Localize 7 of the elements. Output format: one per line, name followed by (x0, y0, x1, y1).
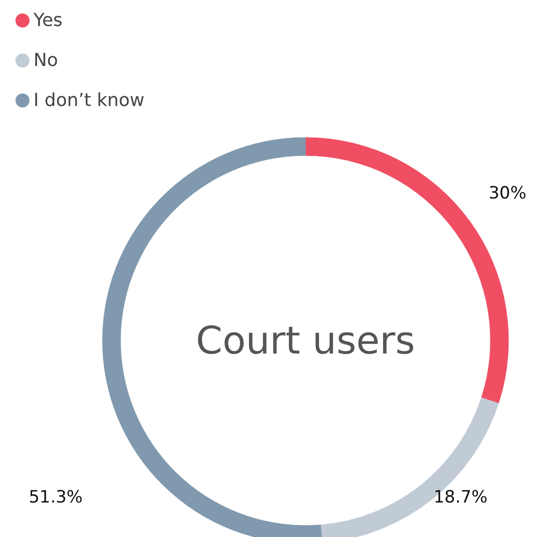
text: Court users (196, 318, 416, 362)
legend-label: Yes (32, 10, 63, 31)
data-label: 51.3% (28, 488, 83, 508)
legend-label: I don’t know (34, 90, 144, 111)
data-label: 18.7% (434, 488, 488, 508)
data-label: 30% (488, 184, 526, 204)
legend-label: No (34, 50, 58, 71)
